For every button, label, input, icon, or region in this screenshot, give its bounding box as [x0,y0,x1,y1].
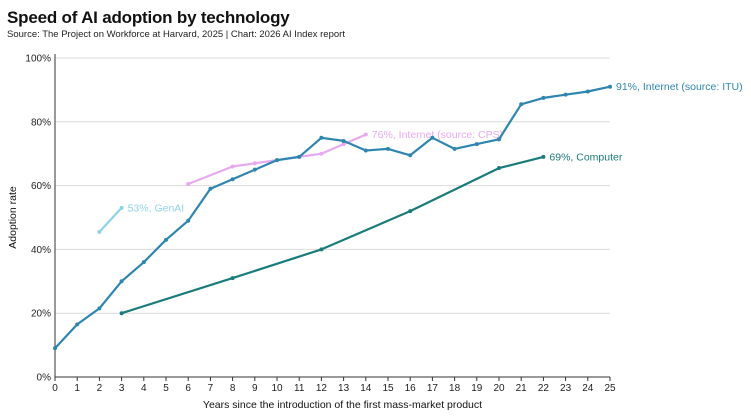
x-tick-label: 5 [163,383,169,394]
series-end-label: 69%, Computer [549,151,622,163]
y-tick-label: 20% [31,309,51,320]
data-point [497,137,501,142]
y-tick-label: 0% [37,373,52,384]
data-point [319,247,324,252]
data-point [297,154,302,159]
x-tick-label: 6 [185,383,191,394]
series-end-label: 53%, GenAI [128,202,185,214]
data-point [53,346,57,351]
data-point [497,166,501,171]
x-tick-label: 2 [97,383,103,394]
x-tick-label: 15 [382,383,394,394]
data-point [608,84,612,89]
series-line [53,85,612,350]
data-point [164,237,168,242]
series-line [98,206,123,233]
x-tick-label: 13 [338,383,350,394]
data-point [252,161,257,166]
y-tick-label: 80% [31,117,51,128]
data-point [319,151,324,156]
data-point [386,146,390,151]
x-tick-label: 10 [271,383,283,394]
data-point [430,135,435,140]
data-point [119,279,124,284]
data-point [363,148,368,153]
data-point [541,154,546,159]
x-tick-label: 24 [582,383,594,394]
data-point [474,142,479,147]
data-point [563,92,568,97]
data-point [97,229,102,234]
chart-subtitle: Source: The Project on Workforce at Harv… [7,29,345,40]
data-point [519,102,524,107]
y-tick-label: 60% [31,181,51,192]
x-tick-label: 25 [604,383,616,394]
x-axis-title: Years since the introduction of the firs… [203,399,482,411]
data-point [119,311,124,316]
x-tick-label: 20 [493,383,505,394]
x-tick-label: 21 [516,383,528,394]
data-point [75,322,80,327]
data-point [186,182,191,187]
x-tick-label: 17 [427,383,439,394]
data-point [230,276,235,281]
data-point [97,306,102,311]
series-line [120,155,545,315]
data-point [408,209,413,214]
x-tick-label: 4 [141,383,147,394]
data-point [119,205,124,210]
x-tick-label: 19 [471,383,483,394]
x-tick-label: 9 [252,383,258,394]
series-end-label: 91%, Internet (source: ITU) [616,81,743,93]
x-tick-label: 22 [538,383,550,394]
y-axis-title: Adoption rate [7,186,19,249]
x-tick-label: 1 [74,383,80,394]
x-tick-label: 18 [449,383,461,394]
data-point [585,89,590,94]
data-point [275,158,279,163]
x-tick-label: 14 [360,383,372,394]
x-tick-label: 8 [230,383,236,394]
data-point [141,260,146,265]
x-tick-label: 12 [316,383,328,394]
x-tick-label: 16 [405,383,417,394]
data-point [186,218,191,223]
data-point [319,135,324,140]
chart-title: Speed of AI adoption by technology [7,8,290,27]
series-end-label: 76%, Internet (source: CPS) [372,129,503,141]
x-tick-label: 7 [208,383,214,394]
data-point [341,142,346,147]
x-tick-label: 23 [560,383,572,394]
x-tick-label: 0 [52,383,58,394]
data-point [208,186,213,191]
data-point [252,167,257,172]
data-point [408,153,413,158]
data-point [452,146,457,151]
data-point [230,164,235,169]
y-tick-label: 40% [31,245,51,256]
y-tick-label: 100% [25,54,51,65]
data-point [230,177,235,182]
data-point [541,95,546,100]
data-point [341,138,346,143]
x-tick-label: 11 [294,383,305,394]
x-tick-label: 3 [119,383,125,394]
data-point [363,132,368,137]
